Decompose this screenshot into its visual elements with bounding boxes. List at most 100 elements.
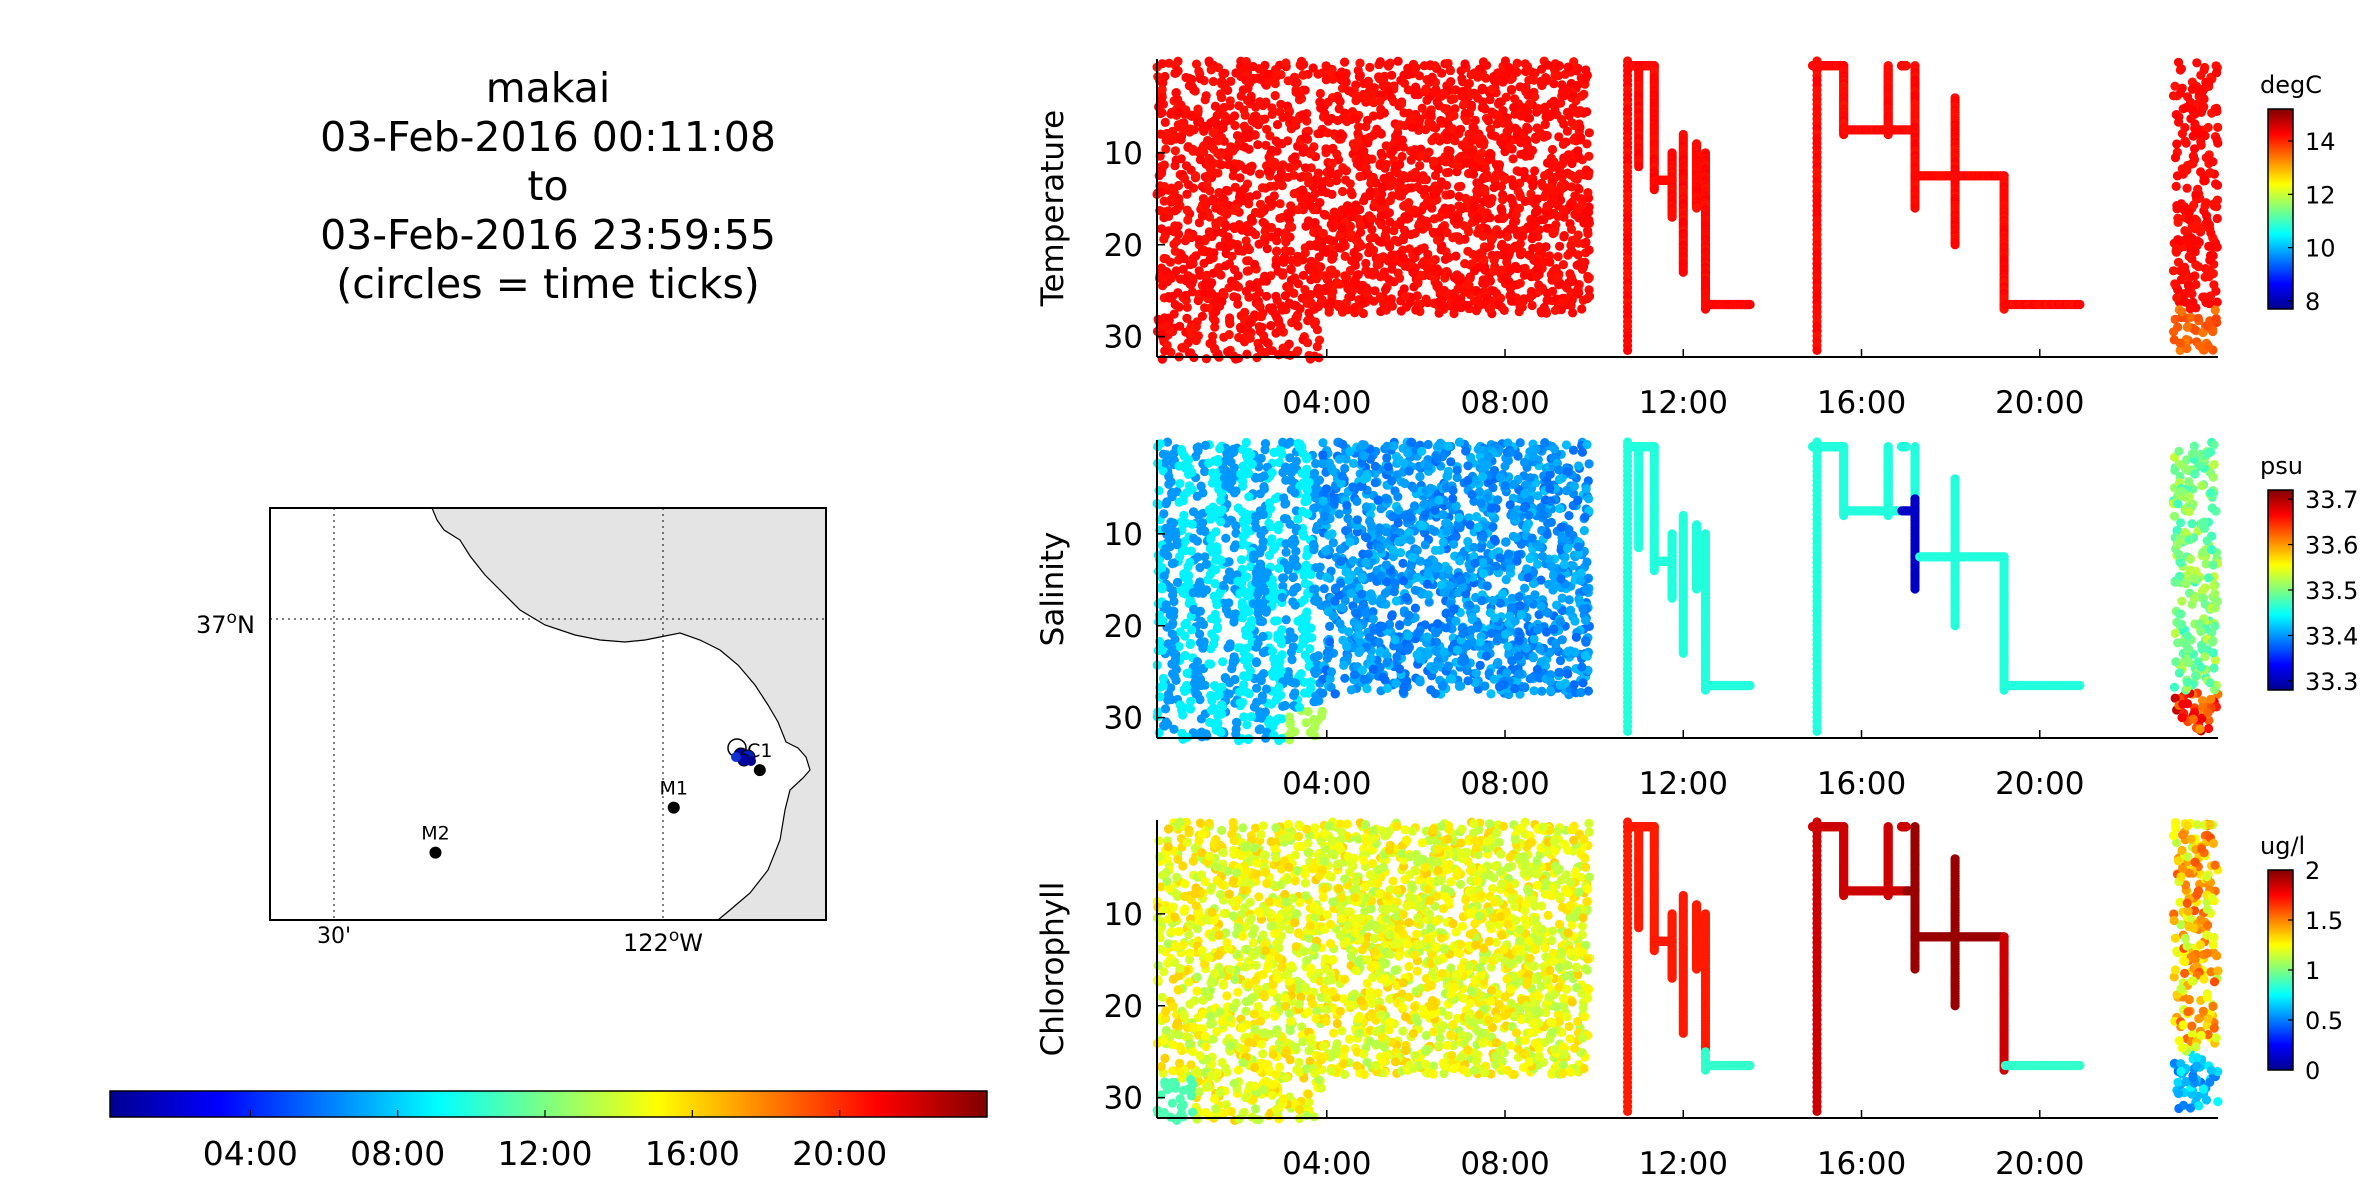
data-point (1319, 209, 1329, 219)
data-point (1389, 226, 1399, 236)
data-point (1501, 92, 1511, 102)
data-point (1286, 201, 1296, 211)
data-point (1276, 636, 1286, 646)
data-point (1221, 185, 1232, 195)
data-point (1406, 155, 1416, 165)
colorbar-tick-label: 12:00 (497, 1134, 592, 1173)
data-point (1464, 78, 1474, 89)
data-point (1270, 79, 1280, 89)
data-point (1484, 213, 1495, 223)
data-point (1369, 296, 1379, 306)
data-point (1220, 111, 1230, 121)
data-point (1193, 331, 1203, 341)
data-point (1404, 198, 1414, 208)
colorbar-tick-label: 12 (2305, 181, 2336, 209)
data-point (2204, 77, 2214, 88)
data-point (1315, 88, 1325, 99)
data-point (1512, 125, 1522, 135)
to-word: to (527, 162, 569, 210)
data-point (1187, 467, 1197, 478)
data-point (1426, 110, 1436, 120)
data-point (1314, 300, 1324, 311)
data-point (1384, 86, 1394, 96)
data-point (1160, 346, 1170, 356)
data-point (1323, 176, 1333, 187)
platform-name: makai (485, 64, 611, 112)
data-point (1201, 354, 1211, 364)
data-point (1219, 102, 1229, 113)
data-point (1184, 577, 1194, 587)
data-point (1202, 270, 1212, 280)
data-point (1528, 177, 1538, 187)
data-point (1286, 676, 1296, 687)
data-point (1179, 684, 1189, 694)
data-point (1566, 170, 1576, 180)
data-point (1211, 527, 1221, 537)
data-point (1272, 236, 1282, 246)
data-point (2177, 307, 2187, 317)
data-point (1169, 309, 1179, 319)
data-point (1468, 169, 1479, 179)
data-point (1344, 86, 1354, 96)
data-point (1554, 61, 1564, 71)
data-point (1361, 93, 1371, 103)
data-point (2212, 68, 2222, 78)
data-point (1493, 112, 1503, 122)
data-point (1245, 162, 1255, 172)
data-point (1497, 239, 1507, 249)
data-point (1302, 496, 1313, 506)
data-point (1225, 96, 1235, 106)
data-point (1375, 96, 1385, 106)
data-point (1197, 311, 1207, 321)
data-point (2173, 257, 2184, 267)
data-point (1901, 61, 1911, 71)
data-point (1360, 192, 1370, 202)
data-point (1400, 291, 1410, 301)
data-point (1333, 169, 1343, 179)
data-point (1434, 227, 1444, 237)
data-point (1548, 194, 1558, 204)
data-point (1557, 297, 1567, 307)
data-point (1223, 347, 1233, 357)
data-point (2196, 70, 2206, 80)
data-point (1181, 276, 1191, 286)
data-point (1196, 481, 1206, 491)
data-point (1239, 223, 1249, 234)
data-point (1361, 288, 1371, 298)
data-point (1545, 257, 1555, 267)
data-point (1453, 182, 1464, 192)
data-point (1550, 70, 1560, 80)
data-point (1491, 173, 1501, 183)
data-point (1365, 233, 1375, 243)
data-point (1579, 89, 1589, 99)
data-point (1384, 60, 1394, 70)
data-point (1252, 683, 1262, 693)
data-point (1372, 260, 1382, 270)
data-point (1504, 62, 1514, 72)
data-point (1179, 491, 1189, 501)
data-point (1256, 311, 1266, 321)
data-point (1546, 111, 1556, 121)
data-point (1333, 115, 1343, 126)
data-point (1488, 233, 1498, 243)
data-point (1268, 199, 1278, 209)
data-point (1336, 74, 1346, 84)
data-point (1516, 111, 1526, 121)
data-point (1336, 129, 1346, 139)
data-point (1288, 642, 1298, 652)
colorbar-units: degC (2260, 71, 2322, 99)
data-point (2174, 112, 2184, 122)
data-point (1515, 189, 1525, 199)
data-point (1527, 145, 1538, 156)
data-point (1259, 331, 1269, 341)
data-point (1581, 237, 1591, 247)
data-point (2193, 313, 2203, 323)
data-point (1396, 99, 1407, 109)
data-point (1157, 354, 1167, 364)
data-point (1283, 213, 1293, 223)
data-point (1524, 250, 1534, 260)
data-point (1244, 78, 1254, 89)
data-point (1649, 185, 1659, 195)
data-point (1171, 88, 1181, 98)
